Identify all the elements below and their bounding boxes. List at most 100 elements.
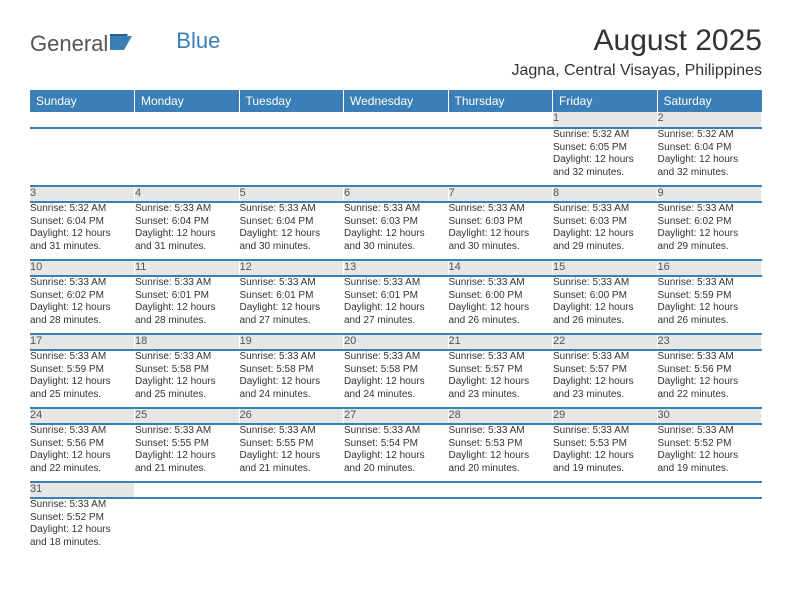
daynum-row: 24252627282930 [30,408,762,424]
daylight-text-1: Daylight: 12 hours [30,524,134,537]
day-number-cell: 9 [657,186,762,202]
day-number-cell: 16 [657,260,762,276]
day-number-cell [344,112,449,128]
sunrise-text: Sunrise: 5:33 AM [240,351,344,364]
day-content-cell [448,128,553,186]
daylight-text-2: and 26 minutes. [658,315,762,328]
daynum-row: 12 [30,112,762,128]
day-content-cell: Sunrise: 5:33 AMSunset: 6:01 PMDaylight:… [239,276,344,334]
sunrise-text: Sunrise: 5:33 AM [30,277,134,290]
sunset-text: Sunset: 5:58 PM [240,364,344,377]
day-number-cell: 5 [239,186,344,202]
daylight-text-2: and 29 minutes. [658,241,762,254]
day-number-cell: 4 [135,186,240,202]
sunrise-text: Sunrise: 5:33 AM [553,277,657,290]
day-content-cell: Sunrise: 5:33 AMSunset: 6:02 PMDaylight:… [30,276,135,334]
daylight-text-2: and 24 minutes. [344,389,448,402]
daylight-text-1: Daylight: 12 hours [553,154,657,167]
sunset-text: Sunset: 5:53 PM [449,438,553,451]
day-content-cell: Sunrise: 5:33 AMSunset: 5:52 PMDaylight:… [30,498,135,556]
daylight-text-2: and 25 minutes. [30,389,134,402]
daylight-text-1: Daylight: 12 hours [135,228,239,241]
daylight-text-1: Daylight: 12 hours [553,450,657,463]
day-header: Friday [553,90,658,112]
sunset-text: Sunset: 6:01 PM [135,290,239,303]
day-number-cell: 15 [553,260,658,276]
day-number-cell [344,482,449,498]
sunrise-text: Sunrise: 5:33 AM [344,351,448,364]
daylight-text-2: and 25 minutes. [135,389,239,402]
day-number-cell: 19 [239,334,344,350]
daylight-text-1: Daylight: 12 hours [240,228,344,241]
sunset-text: Sunset: 5:55 PM [135,438,239,451]
daylight-text-1: Daylight: 12 hours [344,302,448,315]
sunset-text: Sunset: 6:04 PM [135,216,239,229]
sunrise-text: Sunrise: 5:32 AM [30,203,134,216]
daylight-text-2: and 21 minutes. [240,463,344,476]
sunrise-text: Sunrise: 5:33 AM [553,203,657,216]
daylight-text-1: Daylight: 12 hours [30,302,134,315]
daynum-row: 10111213141516 [30,260,762,276]
daylight-text-2: and 31 minutes. [135,241,239,254]
title-block: August 2025 Jagna, Central Visayas, Phil… [511,24,762,80]
daynum-row: 31 [30,482,762,498]
daylight-text-1: Daylight: 12 hours [658,154,762,167]
daylight-text-1: Daylight: 12 hours [449,228,553,241]
day-content-cell: Sunrise: 5:33 AMSunset: 6:00 PMDaylight:… [448,276,553,334]
sunset-text: Sunset: 5:58 PM [135,364,239,377]
sunset-text: Sunset: 5:55 PM [240,438,344,451]
sunrise-text: Sunrise: 5:33 AM [553,351,657,364]
calendar-page: General Blue August 2025 Jagna, Central … [0,0,792,576]
day-header: Saturday [657,90,762,112]
daylight-text-2: and 20 minutes. [449,463,553,476]
day-content-cell [135,128,240,186]
day-content-cell: Sunrise: 5:33 AMSunset: 5:57 PMDaylight:… [553,350,658,408]
day-content-cell: Sunrise: 5:33 AMSunset: 6:03 PMDaylight:… [448,202,553,260]
day-header: Thursday [448,90,553,112]
calendar-table: Sunday Monday Tuesday Wednesday Thursday… [30,90,762,556]
day-content-cell: Sunrise: 5:33 AMSunset: 6:04 PMDaylight:… [135,202,240,260]
daylight-text-2: and 23 minutes. [553,389,657,402]
daylight-text-2: and 19 minutes. [658,463,762,476]
day-header-row: Sunday Monday Tuesday Wednesday Thursday… [30,90,762,112]
sunrise-text: Sunrise: 5:33 AM [553,425,657,438]
sunset-text: Sunset: 6:03 PM [449,216,553,229]
daylight-text-1: Daylight: 12 hours [240,450,344,463]
day-number-cell: 22 [553,334,658,350]
daynum-row: 17181920212223 [30,334,762,350]
logo: General Blue [30,30,220,58]
flag-icon [110,30,134,56]
day-content-cell: Sunrise: 5:33 AMSunset: 5:59 PMDaylight:… [30,350,135,408]
daylight-text-2: and 22 minutes. [30,463,134,476]
day-content-cell: Sunrise: 5:33 AMSunset: 5:58 PMDaylight:… [135,350,240,408]
sunset-text: Sunset: 6:04 PM [30,216,134,229]
day-header: Monday [135,90,240,112]
sunrise-text: Sunrise: 5:33 AM [30,425,134,438]
sunrise-text: Sunrise: 5:33 AM [135,351,239,364]
day-number-cell: 17 [30,334,135,350]
day-number-cell [30,112,135,128]
sunset-text: Sunset: 5:57 PM [449,364,553,377]
day-content-cell: Sunrise: 5:32 AMSunset: 6:04 PMDaylight:… [657,128,762,186]
daylight-text-1: Daylight: 12 hours [553,302,657,315]
day-number-cell: 23 [657,334,762,350]
day-number-cell [135,482,240,498]
day-content-cell: Sunrise: 5:33 AMSunset: 5:58 PMDaylight:… [344,350,449,408]
day-number-cell: 24 [30,408,135,424]
day-content-cell: Sunrise: 5:33 AMSunset: 5:55 PMDaylight:… [239,424,344,482]
day-content-cell: Sunrise: 5:33 AMSunset: 6:00 PMDaylight:… [553,276,658,334]
daylight-text-1: Daylight: 12 hours [658,450,762,463]
sunset-text: Sunset: 5:59 PM [658,290,762,303]
sunrise-text: Sunrise: 5:33 AM [449,425,553,438]
day-number-cell: 13 [344,260,449,276]
sunset-text: Sunset: 5:52 PM [658,438,762,451]
daylight-text-1: Daylight: 12 hours [240,302,344,315]
day-number-cell: 12 [239,260,344,276]
day-number-cell: 14 [448,260,553,276]
daylight-text-2: and 30 minutes. [449,241,553,254]
day-content-cell: Sunrise: 5:33 AMSunset: 5:58 PMDaylight:… [239,350,344,408]
daylight-text-1: Daylight: 12 hours [240,376,344,389]
daylight-text-1: Daylight: 12 hours [344,376,448,389]
day-number-cell: 7 [448,186,553,202]
day-number-cell [448,482,553,498]
